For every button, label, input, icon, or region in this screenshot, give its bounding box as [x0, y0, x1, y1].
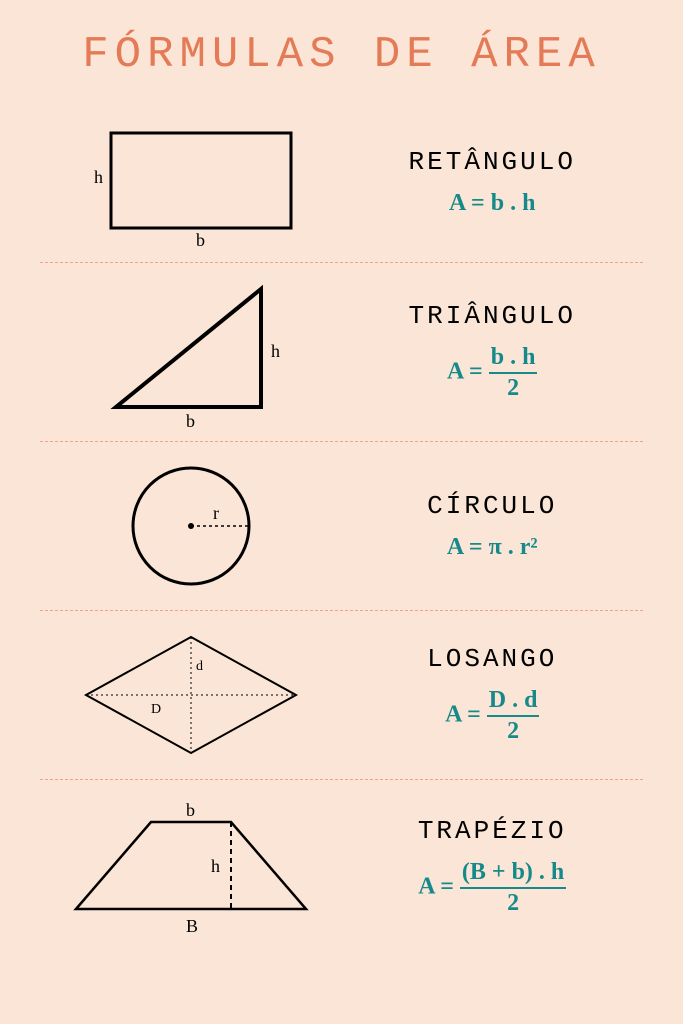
- shape-triangle: h b: [40, 277, 342, 427]
- divider: [40, 610, 643, 611]
- name-triangle: TRIÂNGULO: [409, 301, 576, 331]
- divider: [40, 262, 643, 263]
- formula-prefix: A =: [447, 359, 489, 385]
- trap-label-h: h: [211, 856, 220, 876]
- frac-bot: 2: [487, 717, 540, 746]
- shape-trapezoid: b B h: [40, 794, 342, 939]
- frac-bot: 2: [460, 889, 566, 918]
- name-trapezoid: TRAPÉZIO: [418, 816, 567, 846]
- circle-svg: r: [101, 456, 281, 596]
- trap-label-b: b: [186, 800, 195, 820]
- formula-rectangle: A = b . h: [449, 189, 535, 218]
- divider: [40, 779, 643, 780]
- formula-prefix: A =: [445, 702, 487, 728]
- text-rhombus: LOSANGO A = D . d2: [342, 644, 644, 746]
- frac-top: (B + b) . h: [460, 858, 566, 889]
- row-rhombus: d D LOSANGO A = D . d2: [40, 613, 643, 777]
- rect-label-b: b: [196, 230, 205, 248]
- text-circle: CÍRCULO A = π . r²: [342, 491, 644, 562]
- row-triangle: h b TRIÂNGULO A = b . h2: [40, 265, 643, 439]
- shape-rhombus: d D: [40, 625, 342, 765]
- rhombus-svg: d D: [71, 625, 311, 765]
- frac-bot: 2: [489, 374, 538, 403]
- page-title: FÓRMULAS DE ÁREA: [40, 30, 643, 80]
- formula-triangle: A = b . h2: [447, 343, 537, 403]
- row-rectangle: h b RETÂNGULO A = b . h: [40, 105, 643, 260]
- name-circle: CÍRCULO: [427, 491, 557, 521]
- formula-trapezoid: A = (B + b) . h2: [418, 858, 566, 918]
- name-rectangle: RETÂNGULO: [409, 147, 576, 177]
- rhom-label-d: d: [196, 659, 203, 674]
- divider: [40, 441, 643, 442]
- tri-label-h: h: [271, 341, 280, 361]
- circ-label-r: r: [213, 503, 219, 523]
- formula-rhombus: A = D . d2: [445, 686, 539, 746]
- trap-label-B: B: [186, 916, 198, 936]
- row-trapezoid: b B h TRAPÉZIO A = (B + b) . h2: [40, 782, 643, 951]
- trapezoid-svg: b B h: [61, 794, 321, 939]
- frac-top: D . d: [487, 686, 540, 717]
- row-circle: r CÍRCULO A = π . r²: [40, 444, 643, 608]
- page: FÓRMULAS DE ÁREA h b RETÂNGULO A = b . h…: [0, 0, 683, 1024]
- rhom-label-D: D: [151, 702, 161, 717]
- tri-label-b: b: [186, 411, 195, 427]
- name-rhombus: LOSANGO: [427, 644, 557, 674]
- text-rectangle: RETÂNGULO A = b . h: [342, 147, 644, 218]
- rectangle-svg: h b: [76, 118, 306, 248]
- text-trapezoid: TRAPÉZIO A = (B + b) . h2: [342, 816, 644, 918]
- formula-prefix: A =: [418, 873, 460, 899]
- shape-circle: r: [40, 456, 342, 596]
- rect-label-h: h: [94, 167, 103, 187]
- formula-circle: A = π . r²: [447, 533, 538, 562]
- shape-rectangle: h b: [40, 118, 342, 248]
- text-triangle: TRIÂNGULO A = b . h2: [342, 301, 644, 403]
- triangle-svg: h b: [86, 277, 296, 427]
- frac-top: b . h: [489, 343, 538, 374]
